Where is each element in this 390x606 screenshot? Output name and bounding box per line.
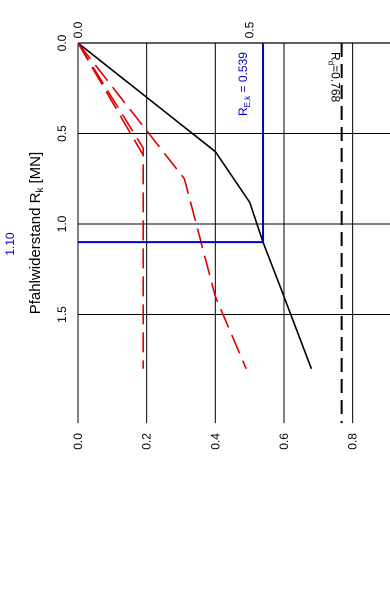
series-line-2 [77,42,247,370]
rek-subscript: E,k [243,95,252,108]
rd-value: =0.768 [329,65,343,102]
rd-subscript: d [327,61,336,65]
series-line-3 [77,42,144,369]
rek-value: = 0.539 [236,52,250,96]
tick-label-settlement-left: 1.5 [55,306,69,323]
resistance-axis-title: Pfahlwiderstand Rk [MN] [27,152,46,314]
tick-label-resistance: 0.6 [277,433,291,450]
tick-label-resistance: 0.2 [140,433,154,450]
series-group [77,42,313,370]
tick-labels: 0.00.20.40.60.81.01.20.00.51.01.50.00.51… [55,21,360,450]
design-resistance-label: Rd=0.768 [327,52,343,102]
tick-label-settlement-left: 1.0 [55,215,69,232]
tick-label-settlement-top: 0.5 [243,21,257,38]
tick-label-resistance: 0.0 [71,433,85,450]
resistance-axis-title-unit: [MN] [27,152,44,184]
annotations: Rd=0.768 RE,k = 0.539 1.10 [3,43,343,424]
resistance-axis-title-main: Pfahlwiderstand R [27,192,44,314]
characteristic-resistance-label: RE,k = 0.539 [236,52,252,116]
tick-label-resistance: 0.8 [346,433,360,450]
rek-symbol: R [236,107,250,116]
settlement-value-label: 1.10 [3,232,17,256]
rd-symbol: R [329,52,343,61]
tick-label-settlement-left: 0.5 [55,125,69,142]
tick-label-resistance: 0.4 [208,433,222,450]
grid [77,42,390,424]
series-line-1 [77,42,313,370]
series-line-4 [77,42,144,156]
tick-label-settlement-left: 0.0 [55,34,69,51]
tick-label-settlement-top: 0.0 [71,21,85,38]
resistance-axis-title-subscript: k [35,187,46,193]
